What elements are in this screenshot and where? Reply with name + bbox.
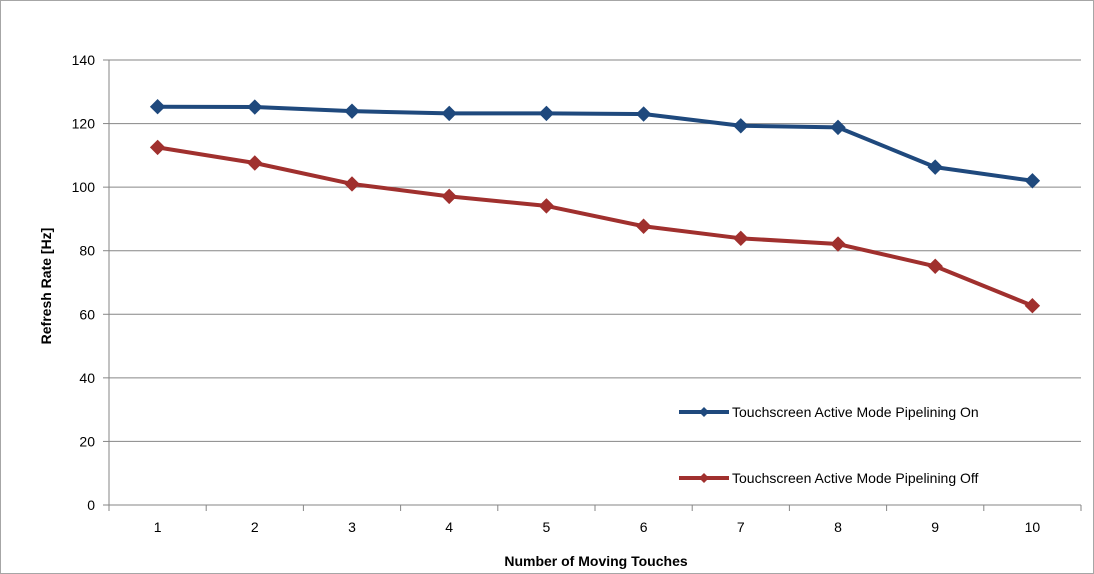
y-tick-label: 140 (72, 52, 96, 68)
legend-label: Touchscreen Active Mode Pipelining Off (732, 470, 979, 486)
series-line (155, 104, 1035, 183)
data-point-marker (1024, 173, 1041, 189)
x-tick-labels: 1 2 3 4 5 6 7 8 9 10 (154, 519, 1041, 535)
legend-entry: Touchscreen Active Mode Pipelining On (679, 404, 979, 420)
data-point-marker (733, 118, 749, 134)
data-point-marker (1024, 297, 1041, 314)
legend-entry: Touchscreen Active Mode Pipelining Off (679, 470, 979, 486)
data-point-marker (441, 188, 457, 205)
data-point-marker (247, 99, 263, 115)
legend-swatch-marker (699, 473, 709, 483)
y-tick-label: 40 (79, 370, 95, 386)
y-tick-label: 20 (79, 433, 95, 449)
x-tick-label: 5 (543, 519, 551, 535)
data-point-marker (344, 176, 360, 192)
legend-swatch-marker (699, 407, 709, 417)
y-tick-label: 100 (72, 179, 96, 195)
y-axis-title: Refresh Rate [Hz] (38, 228, 54, 345)
x-tick-label: 7 (737, 519, 745, 535)
x-tick-label: 9 (931, 519, 939, 535)
gridlines (109, 59, 1081, 442)
data-point-marker (733, 230, 749, 247)
x-tick-label: 8 (834, 519, 842, 535)
data-point-marker (441, 105, 457, 122)
y-tick-label: 80 (79, 243, 95, 259)
series-1 (149, 99, 1041, 189)
x-axis-title: Number of Moving Touches (504, 553, 688, 569)
y-tick-label: 0 (87, 497, 95, 513)
data-point-marker (635, 218, 652, 234)
data-point-marker (149, 139, 166, 156)
x-tick-label: 10 (1025, 519, 1041, 535)
data-series (149, 99, 1041, 314)
x-tick-label: 4 (445, 519, 453, 535)
data-point-marker (927, 258, 943, 274)
data-point-marker (538, 198, 555, 214)
data-point-marker (830, 236, 846, 252)
data-point-marker (149, 99, 166, 115)
data-point-marker (538, 105, 555, 122)
y-tick-label: 60 (79, 306, 95, 322)
y-tick-label: 120 (72, 116, 96, 132)
legend: Touchscreen Active Mode Pipelining On Tou… (679, 404, 979, 486)
series-line (155, 145, 1035, 308)
data-point-marker (635, 106, 652, 122)
y-tick-labels: 0 20 40 60 80 100 120 140 (72, 52, 96, 513)
axes (103, 59, 1082, 511)
x-tick-label: 3 (348, 519, 356, 535)
series-2 (149, 139, 1041, 314)
x-tick-label: 1 (154, 519, 162, 535)
data-point-marker (830, 119, 846, 136)
legend-label: Touchscreen Active Mode Pipelining On (732, 404, 979, 420)
x-tick-label: 6 (640, 519, 648, 535)
x-tick-label: 2 (251, 519, 259, 535)
data-point-marker (344, 103, 360, 119)
data-point-marker (247, 155, 263, 171)
data-point-marker (927, 159, 943, 175)
